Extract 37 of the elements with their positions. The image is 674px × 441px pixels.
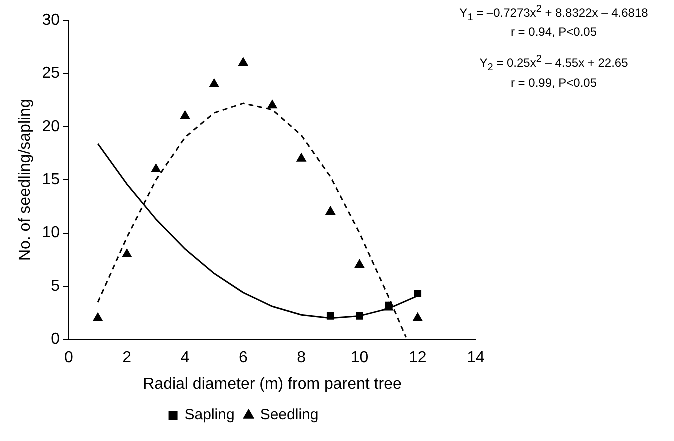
y-axis-title: No. of seedling/sapling bbox=[17, 99, 34, 262]
point bbox=[326, 312, 334, 320]
point bbox=[356, 312, 364, 320]
x-tick-label: 0 bbox=[64, 350, 74, 367]
point bbox=[413, 312, 423, 322]
y-tick-label: 20 bbox=[42, 118, 60, 136]
y-tick-label: 15 bbox=[42, 172, 60, 189]
x-tick-label: 10 bbox=[350, 350, 369, 367]
text: Y$_{2}$ = 0.25x$^{2}$ – 4.55x + 22.65 bbox=[478, 53, 630, 76]
point bbox=[210, 78, 220, 88]
x-tick-label: 8 bbox=[297, 350, 306, 367]
point bbox=[268, 100, 278, 109]
text: r = 0.99, P<0.05 bbox=[510, 76, 598, 91]
point bbox=[122, 249, 132, 258]
point bbox=[93, 312, 103, 322]
y-tick-label: 0 bbox=[51, 331, 60, 348]
point bbox=[180, 110, 190, 120]
legend-label: Sapling bbox=[184, 406, 235, 424]
point bbox=[354, 260, 365, 268]
annotation: Y$_{1}$ = –0.7273x$^{2}$ + 8.8322x – 4.6818 bbox=[458, 3, 650, 26]
x-tick-label: 6 bbox=[238, 350, 248, 367]
x-tick-label: 12 bbox=[408, 350, 427, 367]
y-tick-label: 30 bbox=[42, 12, 60, 30]
x-tick-label: 4 bbox=[180, 350, 190, 367]
legend-label: Seedling bbox=[260, 406, 319, 424]
y-tick-label: 10 bbox=[42, 224, 60, 242]
y-tick-label: 25 bbox=[42, 65, 60, 82]
point bbox=[414, 290, 422, 298]
x-tick-label: 14 bbox=[467, 350, 485, 367]
point bbox=[151, 164, 162, 172]
x-tick-label: 2 bbox=[122, 350, 132, 367]
point bbox=[238, 58, 248, 66]
point bbox=[296, 153, 306, 162]
y-tick-label: 5 bbox=[51, 278, 60, 295]
text: r = 0.94, P<0.05 bbox=[510, 25, 598, 40]
point bbox=[326, 206, 336, 215]
x-axis-title: Radial diameter (m) from parent tree bbox=[143, 376, 402, 393]
